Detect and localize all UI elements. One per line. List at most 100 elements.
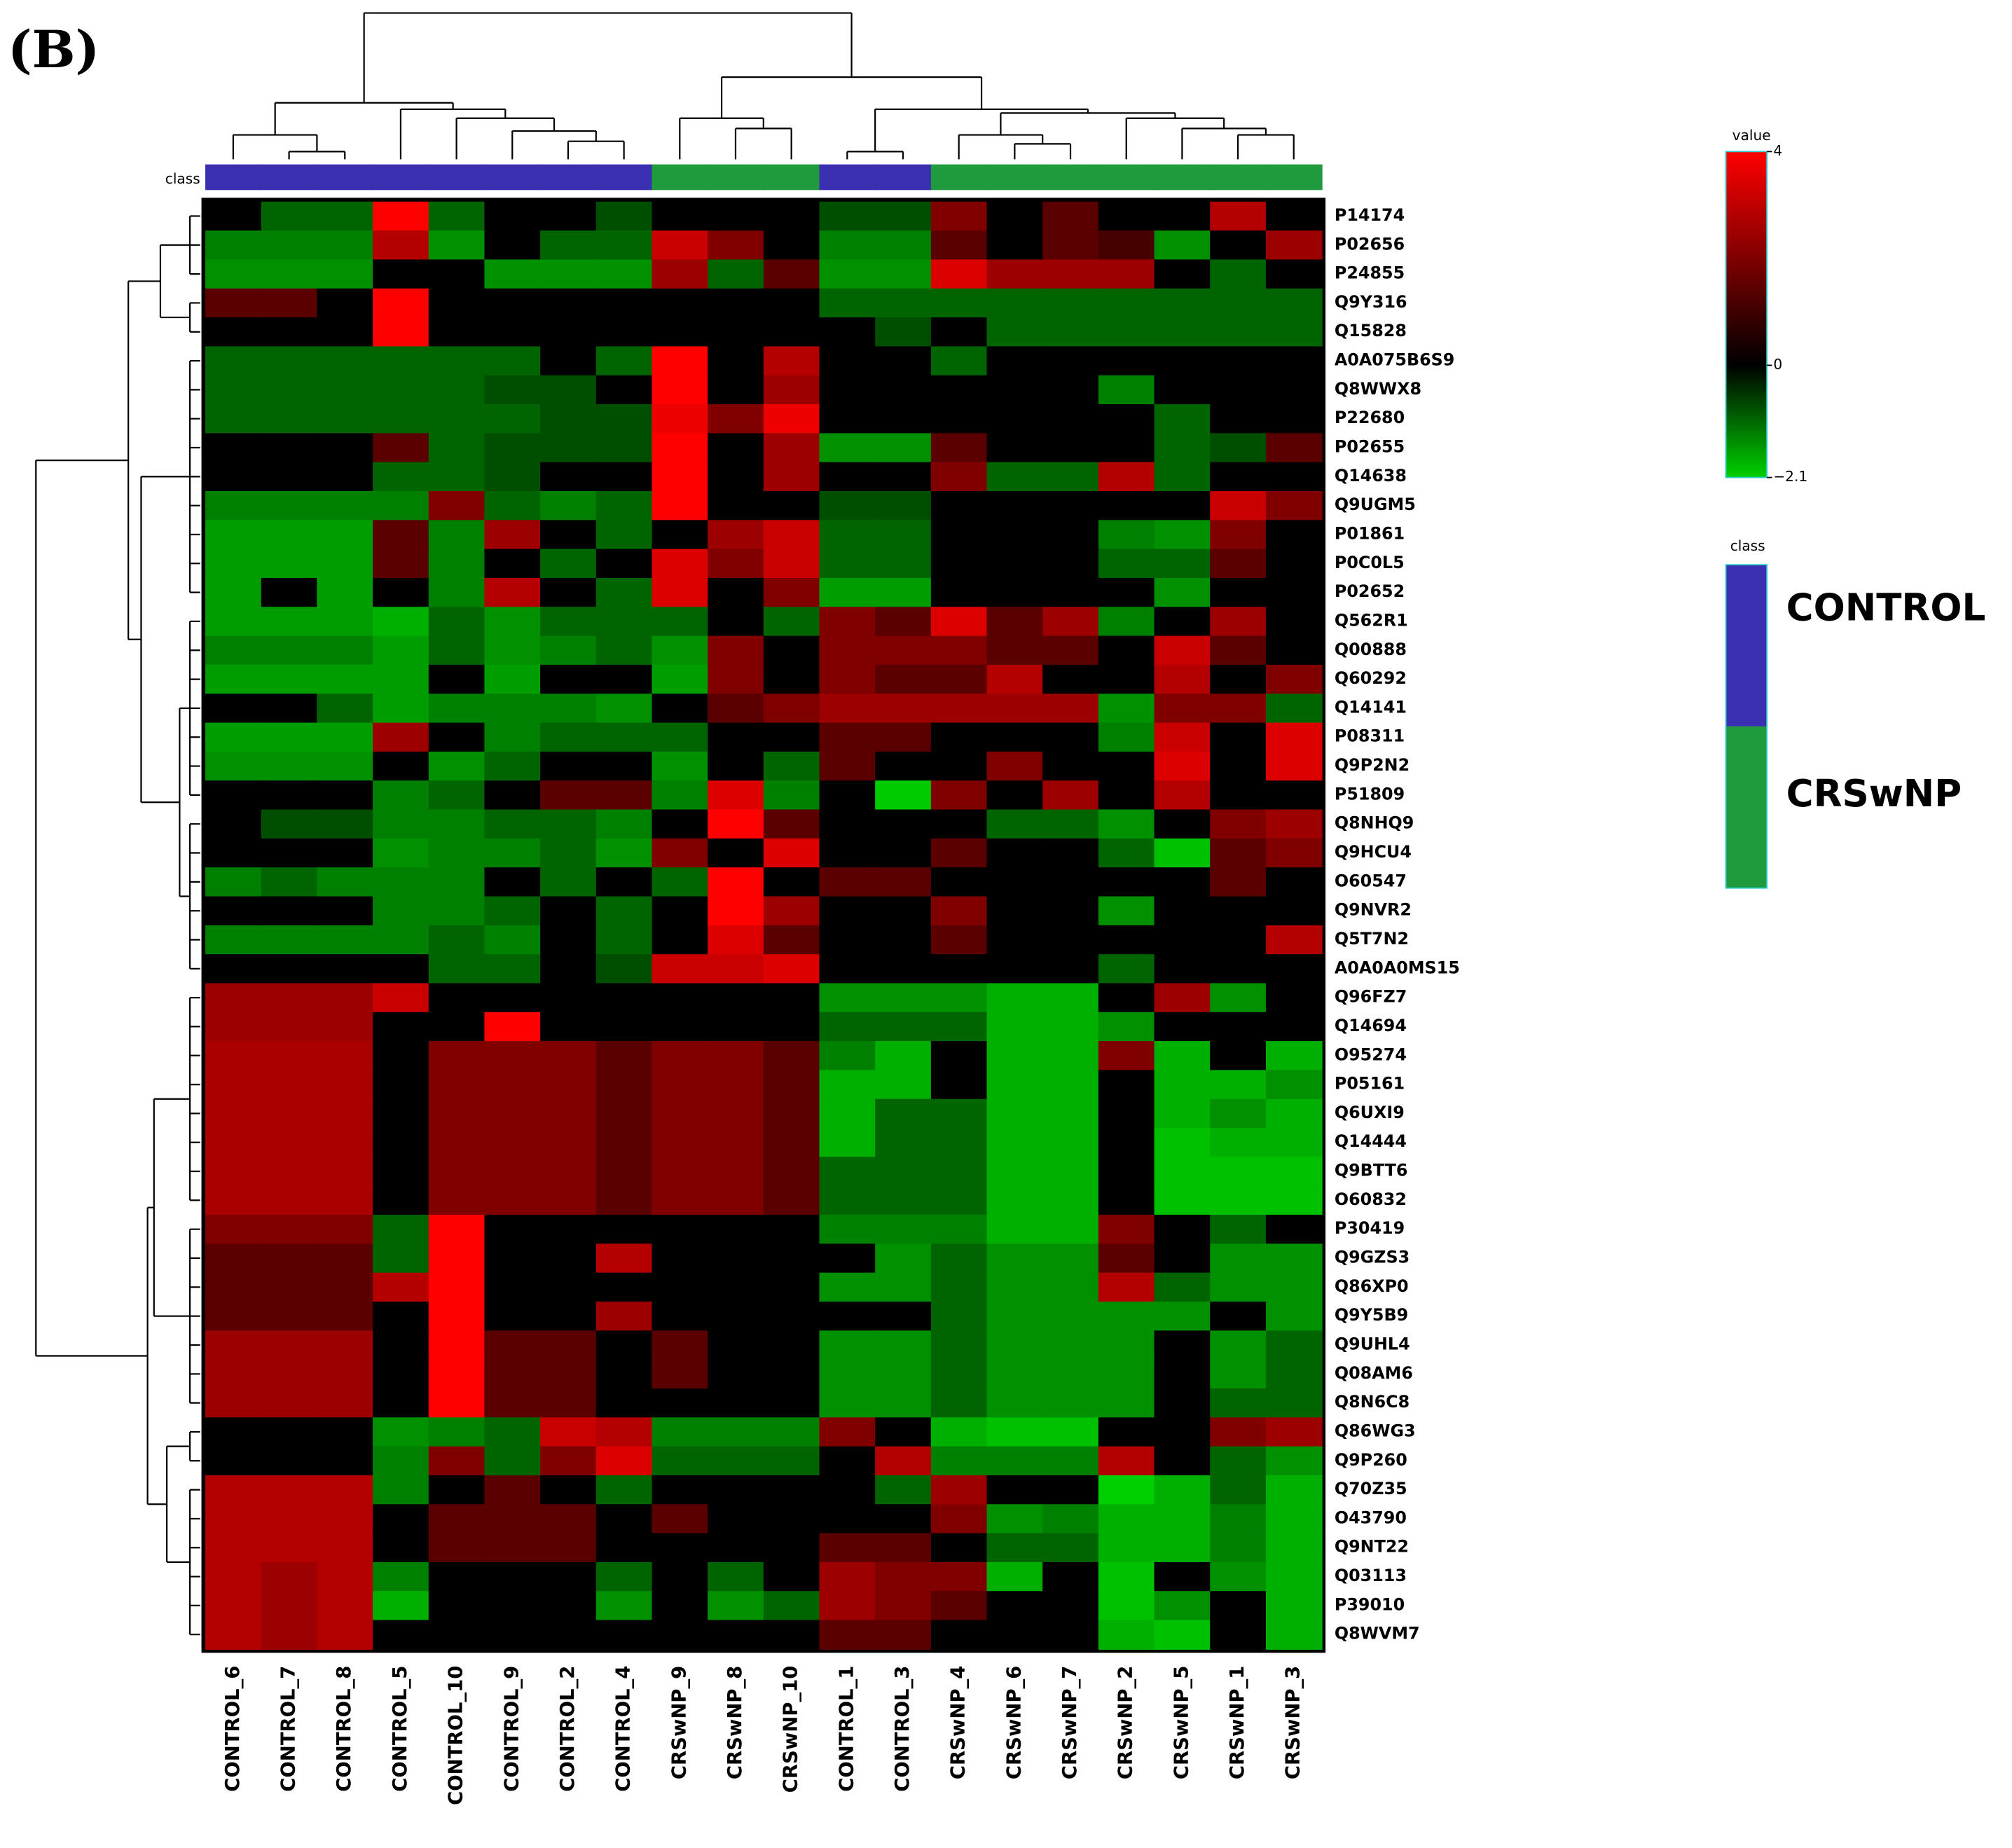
- heatmap-cell: [708, 954, 764, 984]
- dendrograms: [35, 12, 1295, 1636]
- heatmap-cell: [930, 607, 988, 637]
- heatmap-cell: [708, 462, 764, 492]
- heatmap-cell: [484, 694, 542, 724]
- heatmap-cell: [652, 491, 709, 521]
- dendrogram-branch: [166, 1445, 191, 1564]
- heatmap-cell: [540, 577, 597, 608]
- heatmap-cell: [1210, 1070, 1267, 1100]
- row-label: P14174: [1335, 205, 1405, 225]
- heatmap-cell: [540, 1591, 597, 1621]
- heatmap-cell: [708, 809, 764, 839]
- heatmap-cell: [261, 1446, 318, 1477]
- heatmap-cell: [930, 491, 988, 521]
- heatmap-cell: [1265, 1620, 1323, 1650]
- heatmap-cell: [1098, 1272, 1155, 1303]
- heatmap-cell: [1098, 1330, 1155, 1360]
- heatmap-cell: [1042, 259, 1099, 289]
- heatmap-cell: [1042, 491, 1099, 521]
- heatmap-cell: [540, 1272, 597, 1303]
- heatmap-cell: [540, 1446, 597, 1477]
- heatmap-cell: [1154, 867, 1211, 897]
- heatmap-cell: [317, 1243, 374, 1274]
- heatmap-cell: [819, 838, 876, 869]
- heatmap-cell: [428, 1446, 485, 1477]
- heatmap-cell: [595, 1591, 653, 1621]
- column-label: CONTROL_6: [222, 1666, 244, 1792]
- dendrogram-branch: [153, 1098, 191, 1317]
- heatmap-cell: [875, 896, 932, 926]
- class-bar-cell: [484, 164, 542, 191]
- dendrogram-branch: [363, 12, 853, 103]
- dendrogram-branch: [188, 1228, 200, 1404]
- heatmap-cell: [986, 1185, 1044, 1216]
- heatmap-cell: [763, 838, 820, 869]
- heatmap-cell: [652, 1185, 709, 1216]
- heatmap-cell: [205, 1330, 262, 1360]
- heatmap-cell: [1042, 375, 1099, 406]
- heatmap-cell: [205, 1359, 262, 1390]
- heatmap-cell: [595, 259, 653, 289]
- heatmap-cell: [930, 201, 988, 232]
- heatmap-cell: [1042, 635, 1099, 666]
- heatmap-cell: [540, 838, 597, 869]
- class-legend-title: class: [1730, 537, 1765, 554]
- heatmap-cell: [875, 317, 932, 347]
- heatmap-cell: [484, 838, 542, 869]
- heatmap-cell: [373, 1185, 429, 1216]
- heatmap-cell: [484, 1302, 542, 1332]
- heatmap-cell: [1042, 1041, 1099, 1071]
- heatmap-cell: [205, 1098, 262, 1129]
- row-label: Q86WG3: [1335, 1421, 1416, 1440]
- heatmap-cell: [1154, 635, 1211, 666]
- heatmap-cell: [540, 809, 597, 839]
- heatmap-cell: [1265, 1475, 1323, 1505]
- heatmap-cell: [1154, 1475, 1211, 1505]
- heatmap-cell: [1265, 1302, 1323, 1332]
- heatmap-cell: [875, 375, 932, 406]
- heatmap-cell: [930, 635, 988, 666]
- heatmap-cell: [708, 838, 764, 869]
- heatmap-cell: [930, 375, 988, 406]
- heatmap-cell: [930, 780, 988, 811]
- heatmap-cell: [373, 1359, 429, 1390]
- heatmap-cell: [484, 1359, 542, 1390]
- heatmap-cell: [373, 1128, 429, 1158]
- heatmap-cell: [595, 1272, 653, 1303]
- dendrogram-branch: [179, 707, 191, 897]
- heatmap-cell: [652, 1533, 709, 1564]
- heatmap-cell: [1098, 664, 1155, 695]
- heatmap-cell: [540, 288, 597, 319]
- heatmap-cell: [205, 404, 262, 434]
- heatmap-cell: [708, 751, 764, 782]
- heatmap-cell: [652, 664, 709, 695]
- heatmap-cell: [1098, 1128, 1155, 1158]
- dendrogram-branch: [1125, 117, 1225, 160]
- heatmap-cell: [261, 375, 318, 406]
- heatmap-cell: [1098, 1157, 1155, 1187]
- heatmap-cell: [1265, 1330, 1323, 1360]
- heatmap-cell: [819, 1591, 876, 1621]
- heatmap-cell: [986, 1446, 1044, 1477]
- heatmap-cell: [484, 433, 542, 463]
- heatmap-cell: [1098, 1475, 1155, 1505]
- heatmap-cell: [205, 1417, 262, 1447]
- heatmap-cell: [1098, 375, 1155, 406]
- heatmap-cell: [1154, 201, 1211, 232]
- heatmap-cell: [1265, 1388, 1323, 1419]
- heatmap-cell: [1154, 375, 1211, 406]
- heatmap-cell: [819, 1504, 876, 1534]
- heatmap-cell: [373, 1012, 429, 1042]
- heatmap-cell: [1265, 491, 1323, 521]
- heatmap-cell: [875, 780, 932, 811]
- heatmap-cell: [1265, 259, 1323, 289]
- heatmap-cell: [930, 1359, 988, 1390]
- heatmap-cell: [819, 1330, 876, 1360]
- heatmap-cell: [652, 317, 709, 347]
- heatmap-cell: [317, 1591, 374, 1621]
- column-label: CRSwNP_5: [1171, 1666, 1192, 1779]
- heatmap-cell: [484, 1098, 542, 1129]
- heatmap-cell: [986, 1243, 1044, 1274]
- row-label: Q86XP0: [1335, 1276, 1409, 1296]
- heatmap-cell: [708, 1417, 764, 1447]
- heatmap-cell: [875, 1272, 932, 1303]
